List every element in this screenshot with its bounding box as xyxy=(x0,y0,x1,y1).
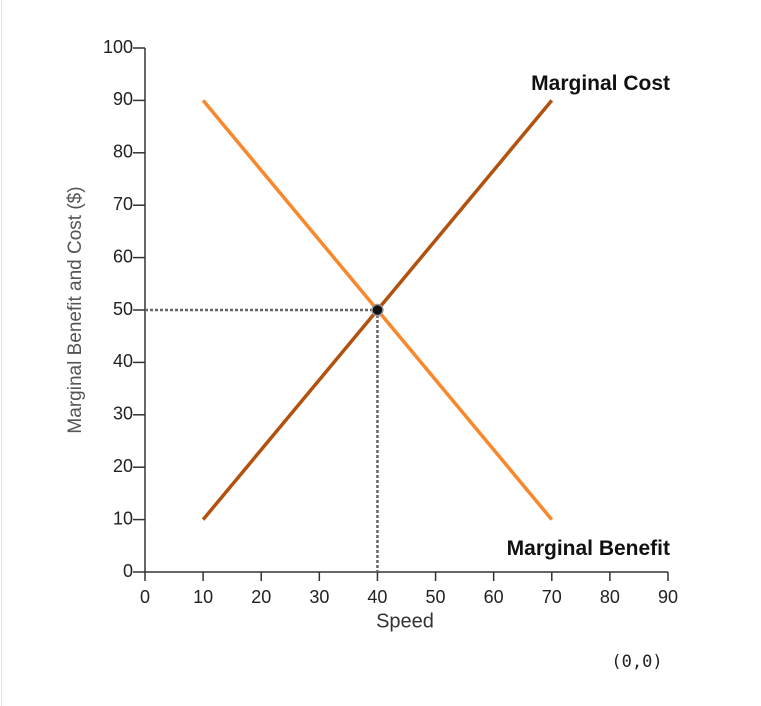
x-tick-label: 60 xyxy=(484,587,504,607)
y-tick-label: 90 xyxy=(113,89,133,109)
series-label: Marginal Cost xyxy=(531,72,670,95)
y-tick-label: 40 xyxy=(113,351,133,371)
y-tick-label: 80 xyxy=(113,142,133,162)
x-tick-label: 0 xyxy=(140,587,150,607)
x-tick-label: 70 xyxy=(542,587,562,607)
series-label: Marginal Benefit xyxy=(507,537,670,560)
x-tick-label: 80 xyxy=(600,587,620,607)
y-tick-label: 20 xyxy=(113,456,133,476)
x-tick-label: 40 xyxy=(367,587,387,607)
y-tick-label: 70 xyxy=(113,194,133,214)
y-tick-label: 50 xyxy=(113,299,133,319)
x-tick-label: 30 xyxy=(309,587,329,607)
y-tick-label: 100 xyxy=(103,37,133,57)
y-axis-label: Marginal Benefit and Cost ($) xyxy=(65,186,86,433)
x-axis-label: Speed xyxy=(376,610,434,632)
coordinate-readout: (0,0) xyxy=(611,652,662,672)
equilibrium-point xyxy=(371,303,384,317)
x-tick-label: 20 xyxy=(251,587,271,607)
y-tick-label: 30 xyxy=(113,404,133,424)
y-tick-label: 10 xyxy=(113,508,133,528)
x-tick-label: 50 xyxy=(426,587,446,607)
x-tick-label: 90 xyxy=(658,587,678,607)
y-tick-label: 60 xyxy=(113,246,133,266)
y-tick-label: 0 xyxy=(123,561,133,581)
x-tick-label: 10 xyxy=(193,587,213,607)
